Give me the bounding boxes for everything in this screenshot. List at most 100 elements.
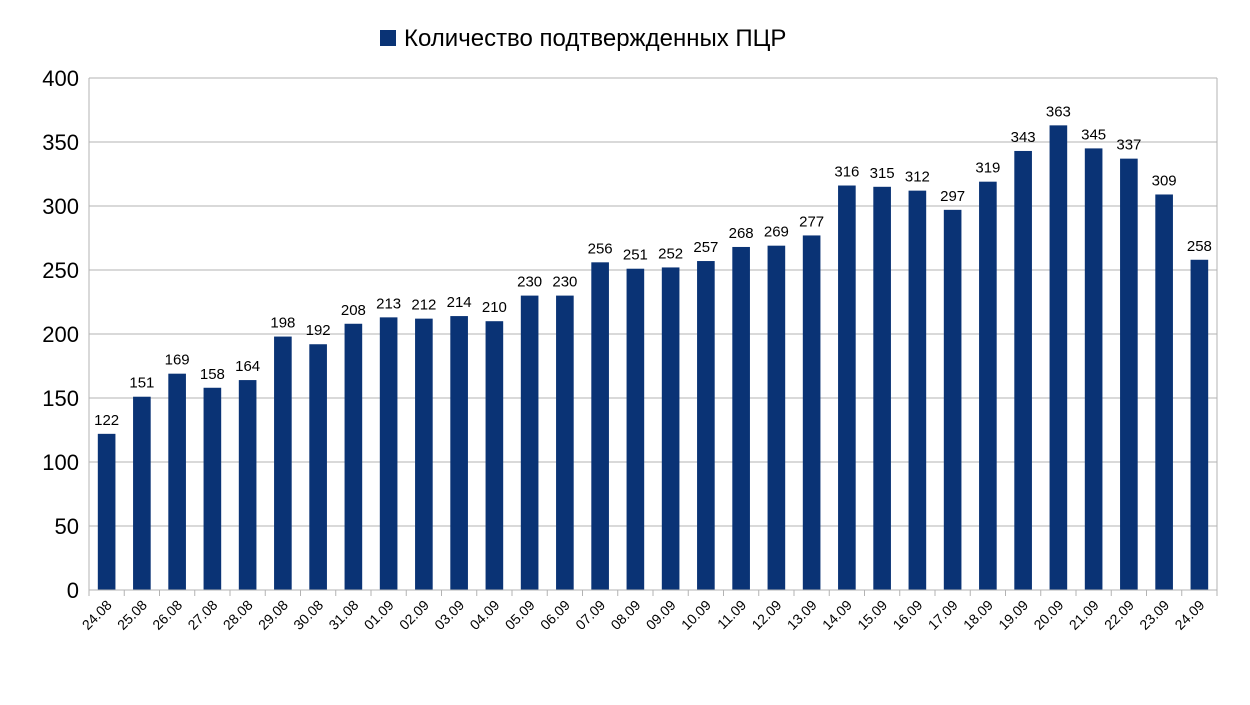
bar-26.08: [168, 373, 186, 590]
grid-layer: [89, 77, 1217, 591]
data-label: 198: [270, 315, 295, 332]
data-label: 252: [658, 245, 683, 262]
bar-03.09: [450, 316, 468, 590]
bar-31.08: [344, 323, 363, 590]
x-tick-label: 27.08: [184, 597, 220, 633]
bar-21.09: [1084, 148, 1103, 590]
bar-17.09: [943, 209, 962, 590]
x-tick-label: 06.09: [537, 597, 573, 633]
bar-12.09: [767, 245, 786, 590]
y-tick-label: 50: [55, 514, 79, 539]
y-tick-label: 350: [42, 130, 79, 155]
y-tick-label: 400: [42, 66, 79, 91]
bar-30.08: [309, 344, 327, 590]
bar-11.09: [732, 246, 750, 590]
bar-09.09: [661, 267, 680, 590]
bar-10.09: [697, 261, 715, 590]
x-tick-label: 17.09: [925, 597, 961, 633]
data-label: 256: [588, 240, 613, 257]
data-label: 319: [975, 160, 1000, 177]
bar-19.09: [1014, 150, 1032, 590]
x-tick-label: 29.08: [255, 597, 291, 633]
x-tick-label: 09.09: [643, 597, 679, 633]
data-label: 122: [94, 412, 119, 429]
x-tick-label: 23.09: [1136, 597, 1172, 633]
x-tick-label: 24.09: [1171, 597, 1207, 633]
legend: Количество подтвержденных ПЦР: [380, 25, 786, 52]
x-tick-label: 13.09: [784, 597, 820, 633]
x-tick-label: 01.09: [361, 597, 397, 633]
x-tick-label: 20.09: [1030, 597, 1066, 633]
legend-label: Количество подтвержденных ПЦР: [404, 25, 786, 52]
data-label: 230: [552, 274, 577, 291]
data-label: 316: [834, 164, 859, 181]
bar-05.09: [520, 295, 539, 590]
bar-14.09: [838, 185, 856, 590]
data-label: 251: [623, 247, 648, 264]
data-label: 269: [764, 224, 789, 241]
y-tick-label: 100: [42, 450, 79, 475]
y-tick-label: 0: [67, 578, 79, 603]
data-label: 169: [165, 352, 190, 369]
data-label: 277: [799, 213, 824, 230]
data-label: 343: [1011, 129, 1036, 146]
data-label: 213: [376, 295, 401, 312]
x-tick-label: 30.08: [290, 597, 326, 633]
x-tick-label: 02.09: [396, 597, 432, 633]
bar-23.09: [1155, 194, 1173, 591]
x-tick-label: 31.08: [325, 597, 361, 633]
x-tick-label: 12.09: [748, 597, 784, 633]
x-tick-label: 15.09: [854, 597, 890, 633]
y-tick-label: 150: [42, 386, 79, 411]
data-label: 268: [729, 225, 754, 242]
x-tick-label: 25.08: [114, 597, 150, 633]
data-label: 363: [1046, 103, 1071, 120]
data-labels-layer: 122 151 169 158 164 198 192 208 213 212 214 210 230 2…: [94, 103, 1212, 428]
data-label: 212: [411, 297, 436, 314]
x-tick-label: 04.09: [466, 597, 502, 633]
y-tick-label: 300: [42, 194, 79, 219]
data-label: 210: [482, 299, 507, 316]
bar-22.09: [1120, 158, 1138, 590]
x-tick-label: 14.09: [819, 597, 855, 633]
data-label: 208: [341, 302, 366, 319]
data-label: 345: [1081, 126, 1106, 143]
bar-01.09: [379, 317, 398, 590]
x-tick-label: 24.08: [79, 597, 115, 633]
bar-04.09: [485, 321, 504, 590]
bars-layer: [97, 125, 1209, 591]
x-tick-label: 07.09: [572, 597, 608, 633]
data-label: 315: [870, 165, 895, 182]
data-label: 309: [1152, 172, 1177, 189]
data-label: 258: [1187, 238, 1212, 255]
bar-02.09: [415, 318, 433, 590]
x-tick-label: 11.09: [714, 597, 750, 633]
y-axis: 0 50 100 150 200 250 300 350 400: [42, 66, 1218, 603]
data-label: 312: [905, 169, 930, 186]
x-tick-label: 05.09: [502, 597, 538, 633]
x-tick-label: 18.09: [960, 597, 996, 633]
bar-15.09: [873, 186, 891, 591]
bar-24.08: [97, 433, 116, 590]
bar-06.09: [556, 295, 574, 590]
legend-swatch: [380, 30, 396, 46]
x-tick-label: 16.09: [889, 597, 925, 633]
x-tick-label: 28.08: [220, 597, 256, 633]
bar-08.09: [626, 268, 645, 590]
bar-25.08: [133, 396, 151, 590]
bar-18.09: [979, 181, 997, 590]
x-tick-label: 10.09: [678, 597, 714, 633]
x-tick-label: 21.09: [1066, 597, 1102, 633]
bar-20.09: [1049, 125, 1068, 591]
data-label: 214: [447, 294, 472, 311]
data-label: 151: [129, 375, 154, 392]
data-label: 257: [693, 239, 718, 256]
x-tick-label: 03.09: [431, 597, 467, 633]
data-label: 192: [306, 322, 331, 339]
data-label: 337: [1116, 137, 1141, 154]
bar-07.09: [591, 262, 609, 590]
y-tick-label: 200: [42, 322, 79, 347]
x-tick-label: 08.09: [607, 597, 643, 633]
